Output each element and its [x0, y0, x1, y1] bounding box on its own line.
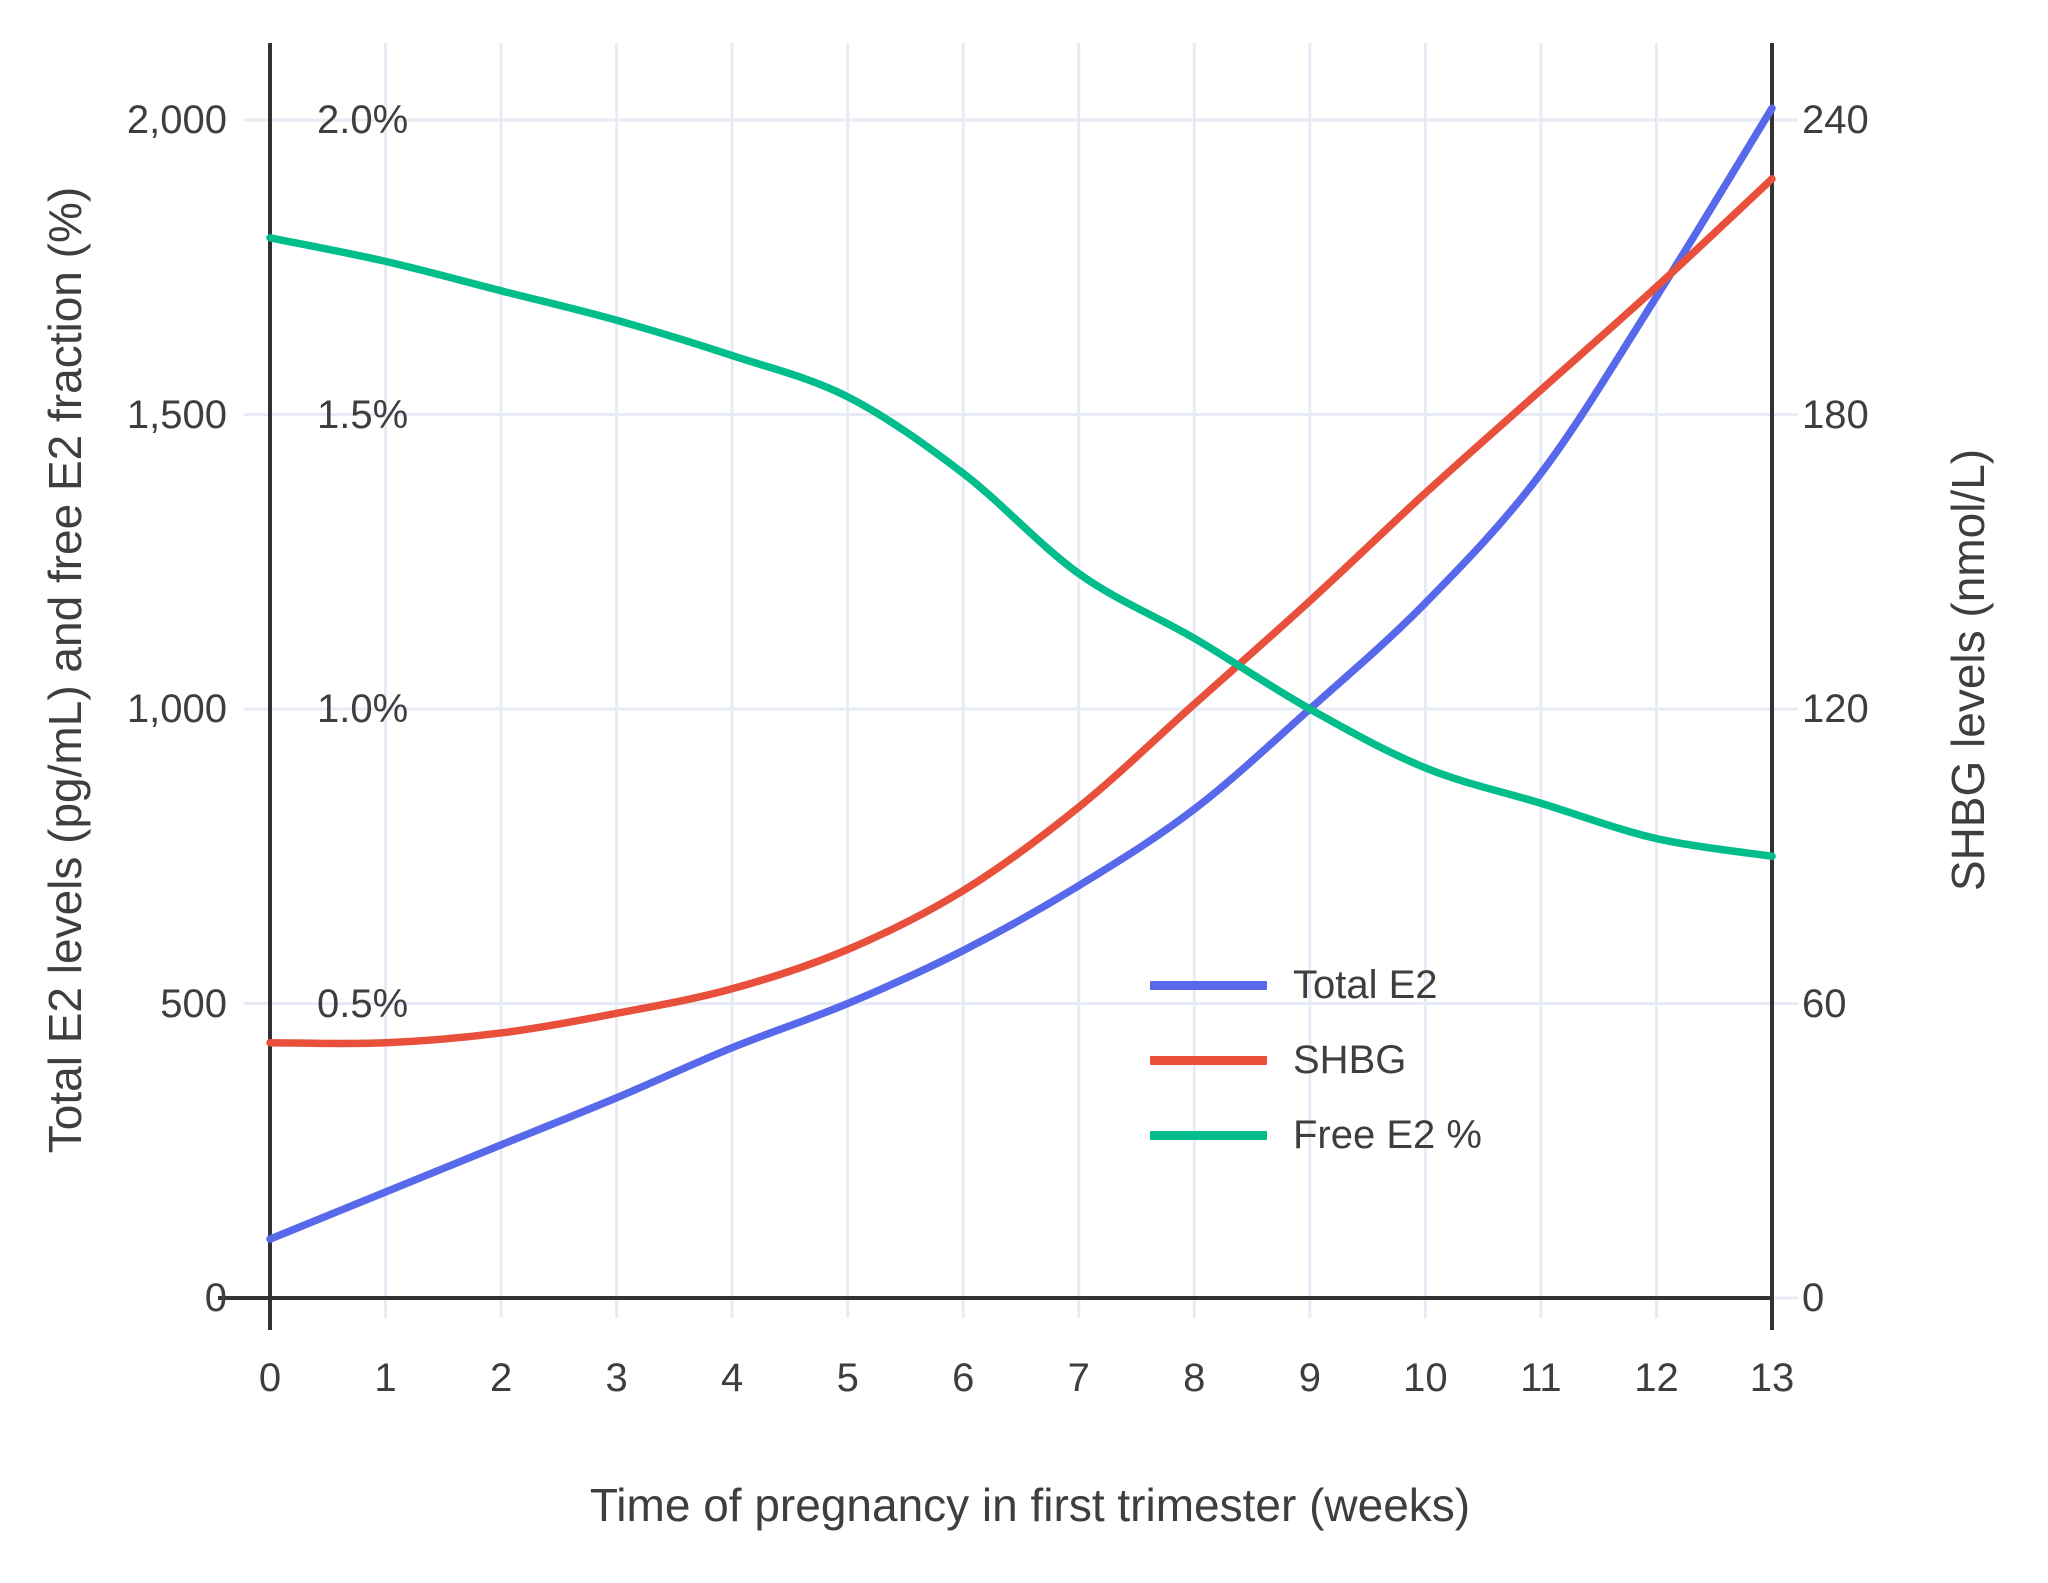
y-right-tick-label-0: 0	[1802, 1276, 1825, 1320]
legend-label-total-e2: Total E2	[1293, 963, 1438, 1007]
legend-item-free-e2[interactable]: Free E2 %	[1150, 1098, 1482, 1173]
legend-swatch-total-e2	[1150, 981, 1267, 990]
y-left-tick-label-1,000: 1,000	[126, 687, 227, 731]
percent-tick-label-0.5%: 0.5%	[317, 981, 409, 1026]
series-line-shbg	[266, 175, 1776, 1048]
legend-item-shbg[interactable]: SHBG	[1150, 1023, 1482, 1098]
y-right-tick-label-120: 120	[1802, 687, 1869, 731]
y-right-tick-label-60: 60	[1802, 981, 1847, 1026]
y-axis-right-title: SHBG levels (nmol/L)	[1942, 448, 1994, 892]
x-tick-label-13: 13	[1749, 1356, 1795, 1400]
x-tick-label-9: 9	[1298, 1356, 1321, 1400]
percent-tick-label-1.0%: 1.0%	[317, 687, 409, 731]
y-left-tick-label-500: 500	[160, 981, 227, 1026]
x-tick-label-2: 2	[489, 1356, 513, 1400]
x-tick-label-1: 1	[374, 1356, 397, 1400]
x-tick-label-11: 11	[1520, 1356, 1562, 1400]
x-tick-label-6: 6	[952, 1356, 975, 1400]
legend-item-total-e2[interactable]: Total E2	[1150, 948, 1482, 1023]
legend: Total E2 SHBG Free E2 %	[1150, 948, 1482, 1173]
legend-swatch-shbg	[1150, 1056, 1267, 1065]
x-axis-title: Time of pregnancy in first trimester (we…	[589, 1479, 1471, 1531]
x-tick-label-0: 0	[258, 1356, 282, 1400]
x-tick-label-10: 10	[1403, 1356, 1448, 1400]
series-line-free-e2-	[266, 234, 1776, 860]
series-line-total-e2	[266, 104, 1776, 1243]
legend-label-free-e2: Free E2 %	[1293, 1113, 1482, 1157]
y-axis-left-title: Total E2 levels (pg/mL) and free E2 frac…	[39, 186, 91, 1154]
x-tick-label-12: 12	[1634, 1356, 1679, 1400]
percent-tick-label-2.0%: 2.0%	[317, 98, 409, 142]
y-left-tick-label-2,000: 2,000	[126, 98, 227, 142]
y-right-tick-label-240: 240	[1802, 98, 1869, 142]
x-tick-label-8: 8	[1183, 1356, 1206, 1400]
x-tick-label-5: 5	[836, 1356, 859, 1400]
legend-label-shbg: SHBG	[1293, 1038, 1407, 1082]
legend-swatch-free-e2	[1150, 1131, 1267, 1140]
x-tick-label-3: 3	[605, 1356, 628, 1400]
y-left-tick-label-0: 0	[204, 1276, 227, 1320]
percent-tick-label-1.5%: 1.5%	[317, 392, 409, 437]
y-left-tick-label-1,500: 1,500	[126, 392, 227, 437]
y-right-tick-label-180: 180	[1802, 392, 1869, 437]
x-tick-label-7: 7	[1067, 1356, 1090, 1400]
x-tick-label-4: 4	[721, 1356, 744, 1400]
